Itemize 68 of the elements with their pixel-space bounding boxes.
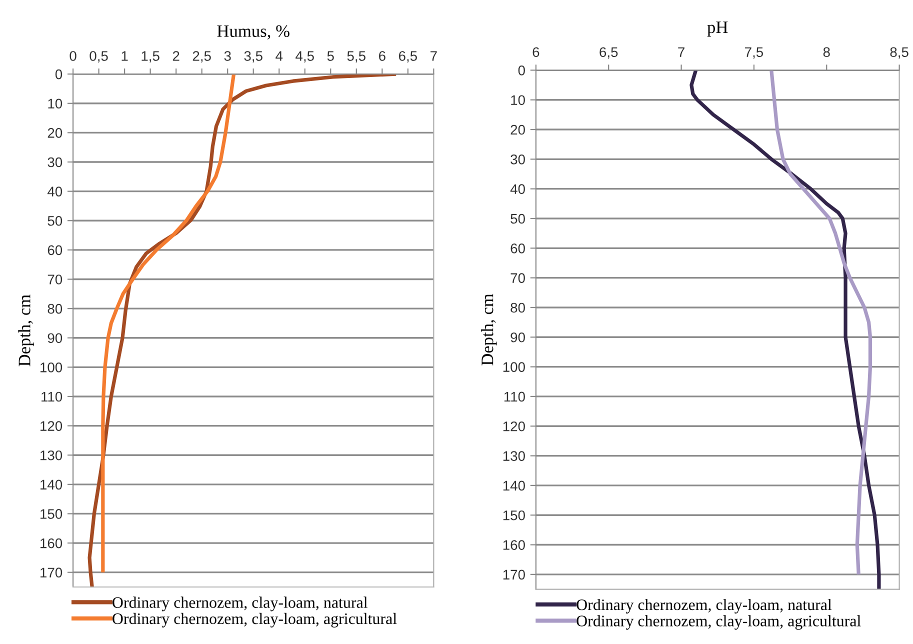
y-tick-label: 160 bbox=[503, 540, 525, 550]
y-tick-label: 50 bbox=[48, 216, 62, 226]
legend-label: Ordinary chernozem, clay-loam, natural bbox=[112, 596, 368, 612]
y-tick-label: 130 bbox=[503, 451, 525, 461]
y-tick-label: 20 bbox=[510, 124, 525, 135]
x-tick-label: 5 bbox=[327, 51, 334, 61]
y-tick-label: 150 bbox=[503, 510, 525, 520]
x-tick-label: 0,5 bbox=[90, 51, 108, 63]
line-series bbox=[690, 70, 881, 590]
x-tick-label: 2,5 bbox=[192, 51, 211, 63]
x-tick-label: 0 bbox=[70, 51, 76, 61]
x-tick-label: 4,5 bbox=[296, 51, 314, 63]
x-tick-label: 6 bbox=[532, 47, 540, 58]
x-tick-label: 7,5 bbox=[745, 47, 764, 59]
y-tick-label: 70 bbox=[510, 273, 525, 283]
legend-label: Ordinary chernozem, clay-loam, agricultural bbox=[576, 615, 861, 630]
y-tick-label: 80 bbox=[48, 304, 62, 314]
x-axis-title: pH bbox=[707, 22, 728, 37]
x-tick-label: 4 bbox=[276, 51, 283, 61]
y-tick-label: 120 bbox=[503, 421, 525, 432]
y-tick-label: 160 bbox=[40, 538, 62, 548]
y-tick-label: 170 bbox=[503, 570, 525, 580]
y-tick-label: 140 bbox=[40, 480, 62, 490]
y-tick-label: 110 bbox=[42, 392, 62, 402]
y-tick-label: 170 bbox=[40, 568, 62, 578]
y-tick-label: 140 bbox=[503, 480, 525, 491]
x-tick-label: 7 bbox=[678, 47, 684, 57]
y-tick-label: 70 bbox=[48, 274, 62, 284]
y-tick-label: 20 bbox=[48, 128, 62, 138]
legend-label: Ordinary chernozem, clay-loam, agricultural bbox=[112, 612, 397, 628]
y-tick-label: 110 bbox=[504, 392, 525, 402]
x-tick-label: 2 bbox=[172, 51, 180, 61]
legend-label: Ordinary chernozem, clay-loam, natural bbox=[576, 598, 832, 614]
y-tick-label: 40 bbox=[47, 186, 62, 196]
y-tick-label: 30 bbox=[48, 157, 62, 168]
y-tick-label: 130 bbox=[40, 450, 62, 460]
y-tick-label: 90 bbox=[510, 332, 525, 342]
y-tick-label: 60 bbox=[510, 243, 525, 254]
x-tick-label: 6,5 bbox=[600, 47, 618, 59]
y-tick-label: 100 bbox=[503, 362, 525, 372]
x-tick-label: 8,5 bbox=[890, 47, 908, 59]
x-axis-title: Humus, % bbox=[217, 25, 290, 40]
y-tick-label: 60 bbox=[48, 245, 62, 256]
y-tick-label: 120 bbox=[40, 421, 62, 431]
x-tick-label: 1,5 bbox=[142, 51, 160, 63]
y-tick-label: 50 bbox=[510, 214, 525, 224]
line-series bbox=[770, 70, 872, 576]
y-tick-label: 10 bbox=[48, 98, 62, 109]
x-tick-label: 3,5 bbox=[244, 51, 262, 63]
y-axis-title: Depth, cm bbox=[481, 294, 497, 366]
y-tick-label: 40 bbox=[510, 184, 525, 194]
y-tick-label: 10 bbox=[511, 95, 525, 106]
y-tick-label: 150 bbox=[40, 509, 62, 519]
x-tick-label: 6,5 bbox=[398, 51, 417, 63]
x-tick-label: 8 bbox=[823, 47, 830, 58]
y-tick-label: 0 bbox=[518, 66, 525, 76]
y-tick-label: 0 bbox=[55, 69, 62, 80]
y-tick-label: 80 bbox=[510, 302, 525, 313]
y-tick-label: 90 bbox=[48, 333, 62, 344]
x-tick-label: 7 bbox=[430, 51, 437, 61]
line-series bbox=[101, 74, 236, 574]
x-tick-label: 6 bbox=[379, 51, 386, 61]
y-axis-title: Depth, cm bbox=[18, 294, 34, 366]
x-tick-label: 1 bbox=[122, 51, 128, 61]
x-tick-label: 5,5 bbox=[347, 51, 366, 63]
x-tick-label: 3 bbox=[224, 51, 231, 61]
y-tick-label: 100 bbox=[40, 362, 62, 372]
y-tick-label: 30 bbox=[510, 154, 525, 164]
